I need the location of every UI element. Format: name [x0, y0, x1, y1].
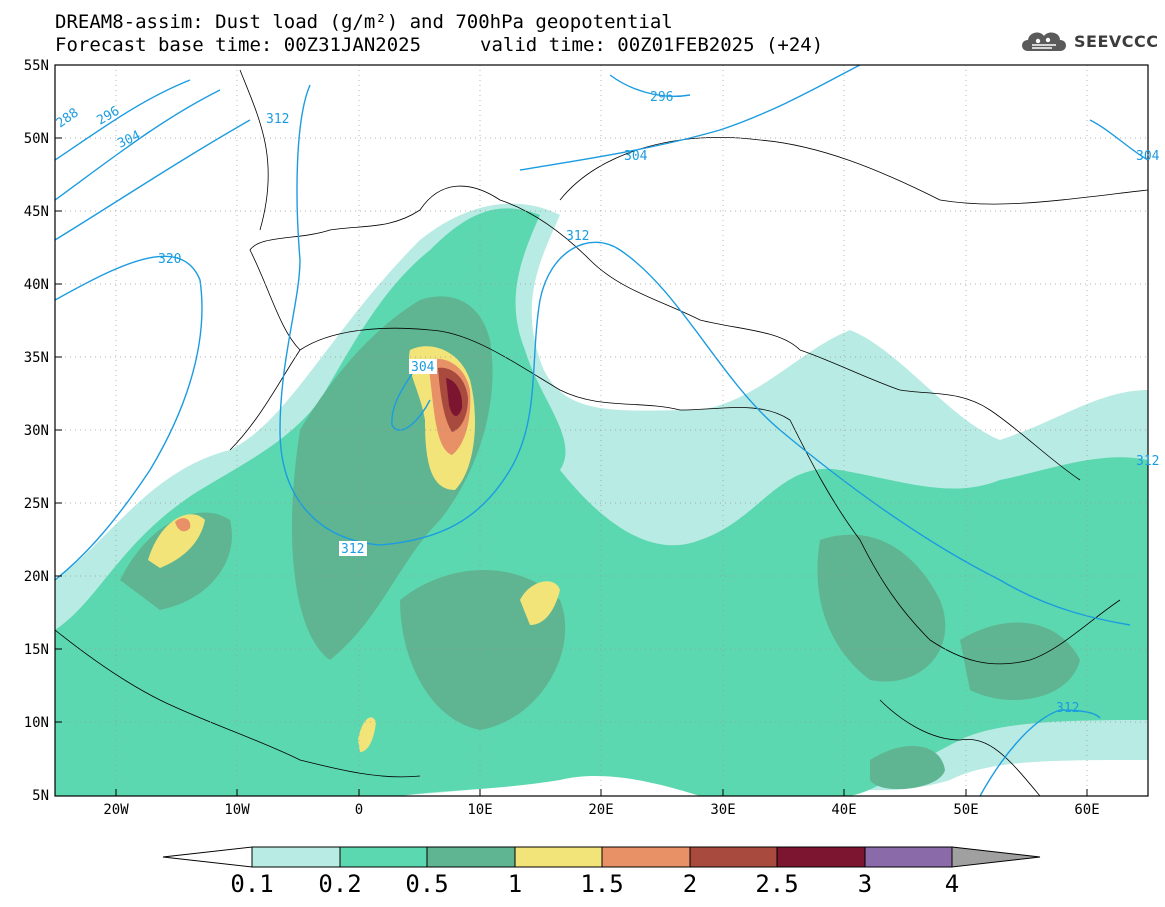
colorbar-label: 2.5 — [755, 870, 799, 898]
chart-title: DREAM8-assim: Dust load (g/m²) and 700hP… — [55, 11, 673, 33]
dust-shade-0.5 — [960, 622, 1080, 700]
contour-label-296b: 296 — [650, 90, 673, 105]
dust-shade-1 — [520, 581, 560, 625]
lon-label: 20E — [588, 802, 613, 818]
lat-label: 55N — [24, 58, 49, 74]
contour-label-312-box: 312 — [341, 542, 364, 557]
lat-label: 50N — [24, 131, 49, 147]
lon-label: 10E — [467, 802, 492, 818]
dust-shade-0.5 — [400, 570, 566, 730]
colorbar — [162, 846, 1041, 868]
lon-label: 20W — [103, 802, 129, 818]
contour-label-288: 288 — [54, 106, 82, 132]
graticule — [55, 65, 1148, 796]
colorbar-label: 3 — [857, 870, 873, 898]
colorbar-label: 0.1 — [230, 870, 274, 898]
dust-field — [55, 203, 1148, 796]
lat-label: 25N — [24, 496, 49, 512]
geopotential-contours — [55, 65, 1148, 796]
contour-304b — [519, 65, 861, 171]
colorbar-swatch-1 — [514, 846, 603, 868]
logo-text: SEEVCCC — [1074, 31, 1159, 51]
lon-label: 10W — [224, 802, 250, 818]
lat-labels: 55N 50N 45N 40N 35N 30N 25N 20N 15N 10N … — [24, 58, 49, 804]
lat-label: 30N — [24, 423, 49, 439]
lon-label: 60E — [1074, 802, 1099, 818]
lat-label: 15N — [24, 642, 49, 658]
cloud-icon — [1022, 32, 1066, 51]
contour-label-312c: 312 — [1056, 701, 1079, 716]
lon-label: 50E — [953, 802, 978, 818]
colorbar-label: 4 — [944, 870, 960, 898]
lat-label: 45N — [24, 204, 49, 220]
colorbar-swatch-0.5 — [426, 846, 516, 868]
lat-label: 35N — [24, 350, 49, 366]
colorbar-swatch-2.5 — [776, 846, 866, 868]
axis-ticks — [55, 64, 1088, 796]
lat-label: 5N — [32, 788, 49, 804]
contour-label-304b: 304 — [624, 149, 648, 164]
contour-296 — [55, 89, 221, 201]
contour-320 — [55, 255, 203, 581]
lat-label: 40N — [24, 277, 49, 293]
contour-label-304: 304 — [115, 128, 143, 152]
dust-shade-0.5 — [120, 512, 232, 610]
colorbar-swatch-0.1 — [251, 846, 341, 868]
contour-label-312d: 312 — [1136, 454, 1159, 469]
lat-label: 10N — [24, 715, 49, 731]
contour-label-304-box: 304 — [411, 360, 435, 375]
valid-time-label: valid time: 00Z01FEB2025 (+24) — [480, 34, 824, 56]
colorbar-label: 1 — [507, 870, 523, 898]
contour-label-296: 296 — [95, 104, 123, 129]
dust-shade-1 — [358, 717, 376, 752]
contour-label-304c: 304 — [1136, 149, 1160, 164]
lon-label: 30E — [710, 802, 735, 818]
dust-shade-0.5 — [870, 746, 945, 790]
contour-312b — [979, 709, 1101, 796]
boxed-contour-labels: 304 312 — [339, 359, 437, 557]
contour-288 — [55, 79, 191, 161]
contour-304c — [391, 359, 431, 431]
colorbar-label: 0.2 — [318, 870, 362, 898]
colorbar-swatch-3 — [864, 846, 953, 868]
colorbar-swatch-0.2 — [339, 846, 428, 868]
contour-304d — [1089, 119, 1148, 161]
contour-label-320: 320 — [158, 252, 181, 267]
contour-label-312b: 312 — [566, 229, 589, 244]
dust-shade-1 — [148, 514, 205, 568]
lat-label: 20N — [24, 569, 49, 585]
colorbar-label: 0.5 — [405, 870, 449, 898]
contour-296b — [609, 74, 691, 97]
dust-shade-2.5 — [446, 378, 463, 416]
dust-shade-1.5 — [175, 518, 191, 532]
contour-312 — [279, 84, 1131, 626]
colorbar-swatch-1.5 — [601, 846, 691, 868]
colorbar-swatch-2 — [689, 846, 778, 868]
colorbar-high-arrow — [951, 846, 1041, 868]
dust-shade-0.5 — [817, 534, 946, 682]
base-time-label: Forecast base time: 00Z31JAN2025 — [55, 34, 422, 56]
colorbar-label: 1.5 — [580, 870, 624, 898]
contour-label-312: 312 — [266, 112, 289, 127]
seevccc-logo: SEEVCCC — [1018, 26, 1159, 56]
lon-labels: 20W 10W 0 10E 20E 30E 40E 50E 60E — [103, 802, 1099, 818]
contour-304 — [55, 119, 251, 241]
colorbar-low-arrow — [162, 846, 253, 868]
lon-label: 0 — [355, 802, 363, 818]
colorbar-label: 2 — [682, 870, 698, 898]
lon-label: 40E — [831, 802, 856, 818]
